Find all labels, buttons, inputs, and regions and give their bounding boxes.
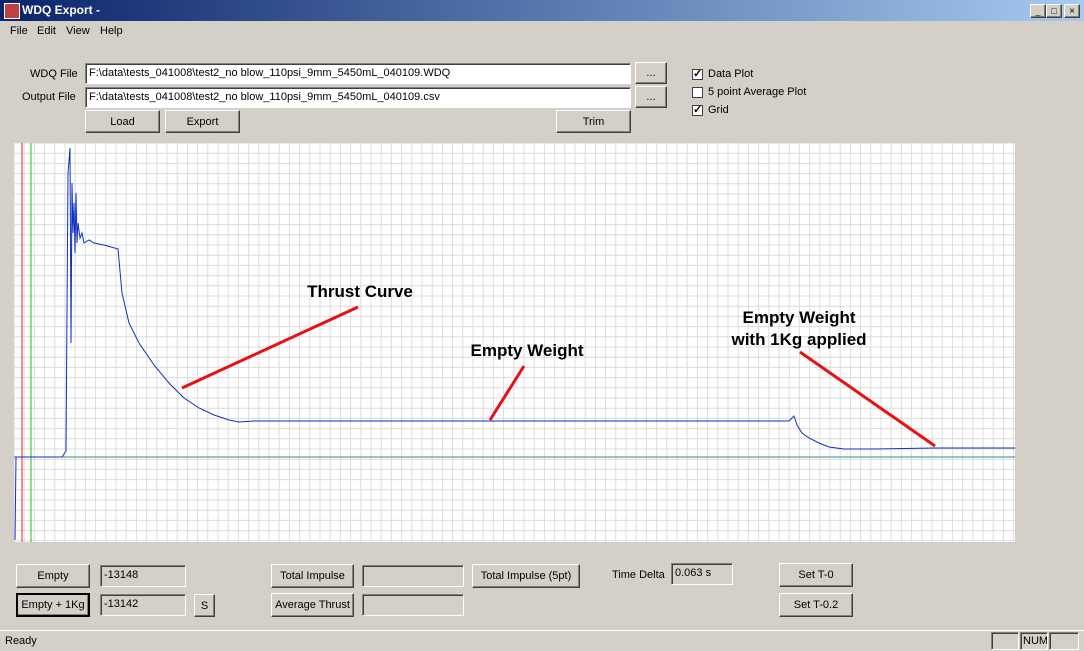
empty-button[interactable]: Empty: [16, 564, 90, 588]
menu-edit[interactable]: Edit: [37, 25, 56, 37]
window-title: WDQ Export -: [22, 3, 100, 17]
menu-view[interactable]: View: [66, 25, 90, 37]
output-file-field[interactable]: F:\data\tests_041008\test2_no blow_110ps…: [85, 87, 631, 108]
annotation: Empty Weight: [742, 308, 855, 327]
app-icon: [4, 3, 20, 19]
annotation-arrow: [488, 365, 526, 421]
checkbox-box: [692, 86, 703, 98]
total-impulse-5pt-button[interactable]: Total Impulse (5pt): [472, 564, 580, 588]
checkbox[interactable]: ✓ Grid: [692, 104, 729, 116]
grid: [14, 143, 1015, 542]
average-thrust-button[interactable]: Average Thrust: [271, 593, 354, 617]
set-t02-button[interactable]: Set T-0.2: [779, 593, 853, 617]
output-file-label: Output File: [22, 91, 76, 103]
set-t0-button[interactable]: Set T-0: [779, 563, 853, 587]
plot: Thrust Curve Empty Weight Empty Weight w…: [14, 143, 1015, 542]
wdq-file-field[interactable]: F:\data\tests_041008\test2_no blow_110ps…: [85, 63, 631, 84]
wdq-file-label: WDQ File: [30, 68, 78, 80]
empty-1kg-button[interactable]: Empty + 1Kg: [16, 593, 90, 617]
annotation: Empty Weight: [470, 341, 583, 360]
close-button[interactable]: ×: [1064, 4, 1080, 18]
checkbox-label: Data Plot: [708, 68, 754, 80]
menu-help[interactable]: Help: [100, 25, 123, 37]
minimize-button[interactable]: _: [1030, 4, 1046, 18]
average-thrust-value: [362, 594, 464, 616]
browse-button[interactable]: ...: [635, 62, 667, 84]
time-delta-value: 0.063 s: [671, 563, 733, 585]
status-panel: [1049, 632, 1079, 650]
status-bar: Ready NUM: [0, 630, 1084, 651]
status-text: Ready: [5, 635, 37, 647]
annotation: with 1Kg applied: [730, 330, 866, 349]
plot-background: [14, 143, 1015, 542]
checkbox-box: ✓: [692, 103, 703, 116]
time-delta-label: Time Delta: [612, 569, 665, 581]
checkbox-label: Grid: [708, 104, 729, 116]
total-impulse-button[interactable]: Total Impulse: [271, 564, 354, 588]
checkbox-label: 5 point Average Plot: [708, 86, 807, 98]
title-bar: WDQ Export - _ □ ×: [0, 0, 1084, 21]
checkbox-box: ✓: [692, 67, 703, 80]
total-impulse-value: [362, 565, 464, 587]
thrust-curve: [14, 147, 1015, 541]
menu-file[interactable]: File: [10, 25, 28, 37]
export-button[interactable]: Export: [165, 110, 240, 133]
maximize-button[interactable]: □: [1046, 4, 1062, 18]
s-button[interactable]: S: [194, 594, 215, 617]
load-button[interactable]: Load: [85, 110, 160, 133]
empty-value: -13148: [100, 565, 186, 587]
browse-button[interactable]: ...: [635, 86, 667, 108]
annotation: Thrust Curve: [307, 282, 413, 301]
num-indicator: NUM: [1020, 632, 1048, 650]
checkbox[interactable]: ✓ Data Plot: [692, 68, 753, 80]
annotation-arrow: [799, 350, 936, 448]
empty-1kg-value: -13142: [100, 594, 186, 616]
annotation-arrow: [181, 305, 359, 390]
trim-button[interactable]: Trim: [556, 110, 631, 133]
checkbox[interactable]: 5 point Average Plot: [692, 86, 806, 98]
status-panel: [991, 632, 1019, 650]
